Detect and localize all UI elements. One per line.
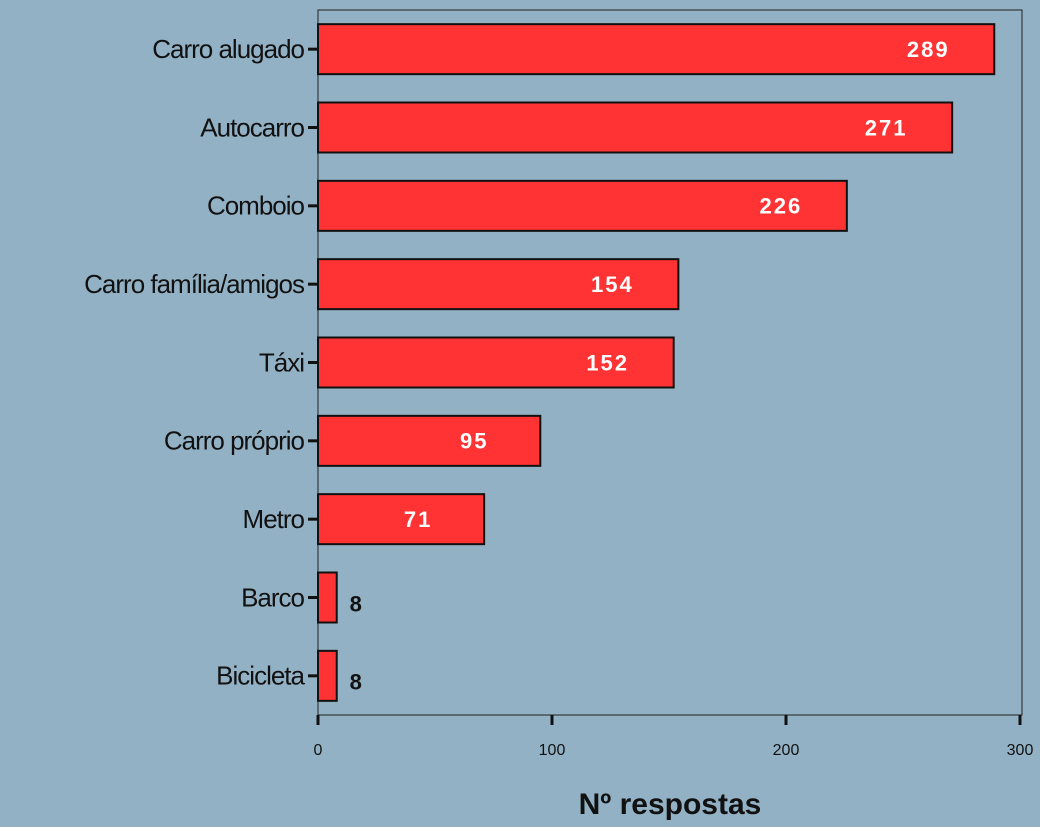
y-tick-label: Táxi [259,347,304,377]
x-tick-label: 0 [314,742,323,759]
value-label: 271 [865,115,908,140]
bar [317,258,680,311]
value-label: 8 [350,670,364,695]
y-tick-label: Autocarro [200,112,304,142]
x-axis-title: Nº respostas [579,788,762,821]
value-label: 71 [404,507,432,532]
x-tick-label: 300 [1007,742,1034,759]
y-tick-label: Comboio [207,191,305,221]
y-tick-label: Carro família/amigos [84,269,305,299]
x-tick-label: 100 [539,742,566,759]
value-label: 226 [759,194,802,219]
bar [317,336,675,389]
bar [317,179,848,232]
value-label: 289 [907,37,950,62]
bar [317,571,338,624]
bar [317,101,954,154]
x-tick-label: 200 [773,742,800,759]
value-label: 95 [460,429,488,454]
y-tick-label: Metro [243,504,305,534]
y-tick-label: Carro próprio [164,426,305,456]
y-tick-label: Carro alugado [152,34,304,64]
value-label: 154 [591,272,634,297]
y-tick-label: Bicicleta [216,661,305,691]
bar [317,493,486,546]
bar [317,23,996,76]
bar [317,649,338,702]
value-label: 8 [350,591,364,616]
bar [317,414,542,467]
y-tick-label: Barco [241,582,304,612]
value-label: 152 [586,350,629,375]
